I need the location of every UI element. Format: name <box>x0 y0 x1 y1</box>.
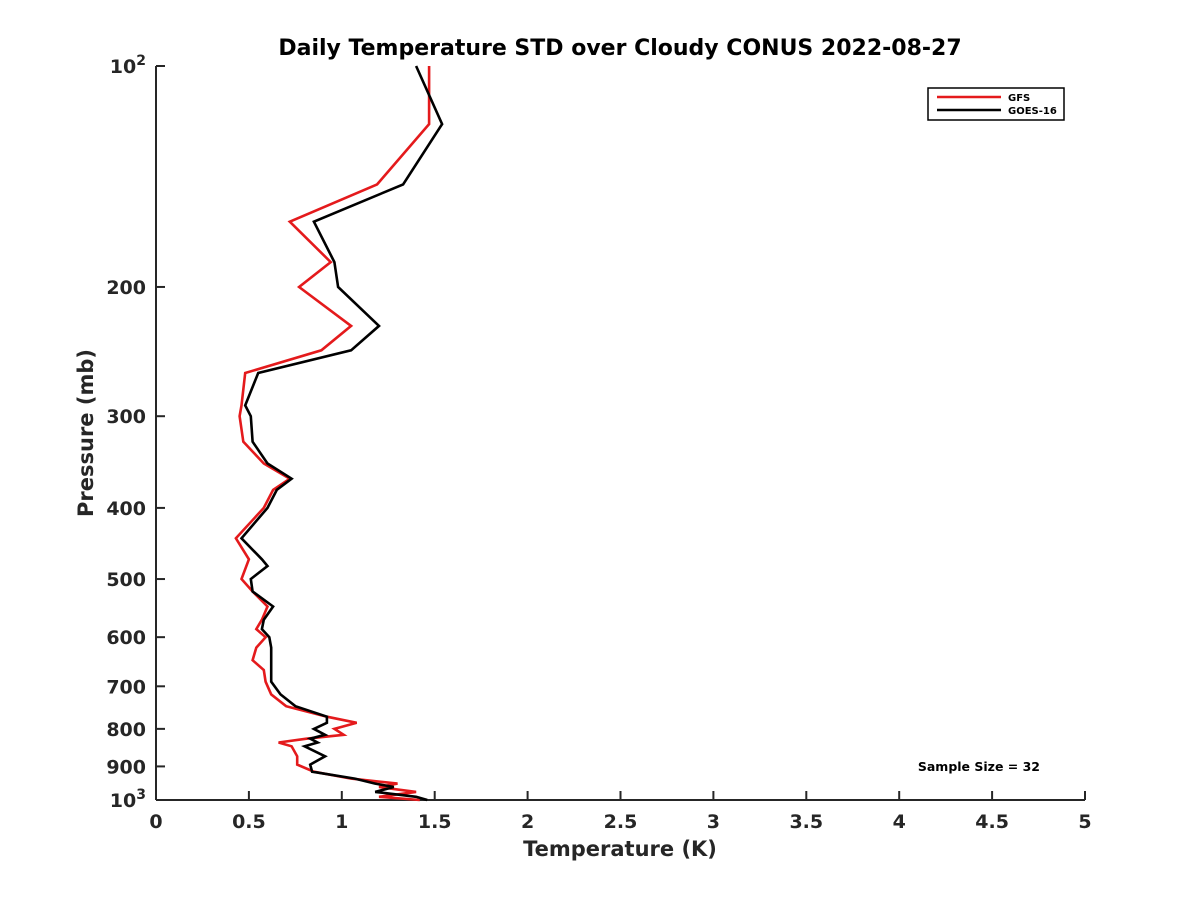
y-tick-label: 500 <box>106 569 146 591</box>
y-tick-label: 700 <box>106 676 146 698</box>
x-tick-label: 0 <box>149 811 162 833</box>
legend: GFS GOES-16 <box>927 87 1065 121</box>
x-tick-label: 3.5 <box>789 811 823 833</box>
plot-area <box>234 65 444 802</box>
x-tick-label: 1.5 <box>418 811 452 833</box>
x-tick-label: 4.5 <box>975 811 1009 833</box>
x-tick-label: 1 <box>335 811 348 833</box>
x-axis-title: Temperature (K) <box>523 837 717 861</box>
x-tick-label: 0.5 <box>232 811 266 833</box>
x-tick-label: 5 <box>1078 811 1091 833</box>
y-tick-label: 400 <box>106 498 146 520</box>
series-line-goes-16 <box>239 65 444 802</box>
y-tick-label: 200 <box>106 277 146 299</box>
sample-size-annotation: Sample Size = 32 <box>918 759 1040 774</box>
chart-title: Daily Temperature STD over Cloudy CONUS … <box>278 36 961 61</box>
x-axis: 0 0.5 1 1.5 2 2.5 3 3.5 4 4.5 5 <box>149 791 1092 833</box>
series-line-gfs <box>234 66 431 802</box>
legend-box <box>927 87 1065 121</box>
legend-label: GOES-16 <box>1008 106 1057 117</box>
y-tick-label: 103 <box>110 787 146 812</box>
x-tick-label: 2 <box>521 811 534 833</box>
y-tick-label: 300 <box>106 406 146 428</box>
x-tick-label: 4 <box>893 811 906 833</box>
x-tick-label: 2.5 <box>604 811 638 833</box>
y-axis-title: Pressure (mb) <box>74 349 98 517</box>
y-tick-label: 800 <box>106 719 146 741</box>
y-axis: 102 200 300 400 500 600 700 800 900 103 <box>106 53 165 812</box>
x-tick-label: 3 <box>707 811 720 833</box>
axes-box <box>155 66 1085 801</box>
y-tick-label: 900 <box>106 756 146 778</box>
y-tick-label: 102 <box>110 53 146 78</box>
legend-label: GFS <box>1008 93 1030 104</box>
y-tick-label: 600 <box>106 627 146 649</box>
